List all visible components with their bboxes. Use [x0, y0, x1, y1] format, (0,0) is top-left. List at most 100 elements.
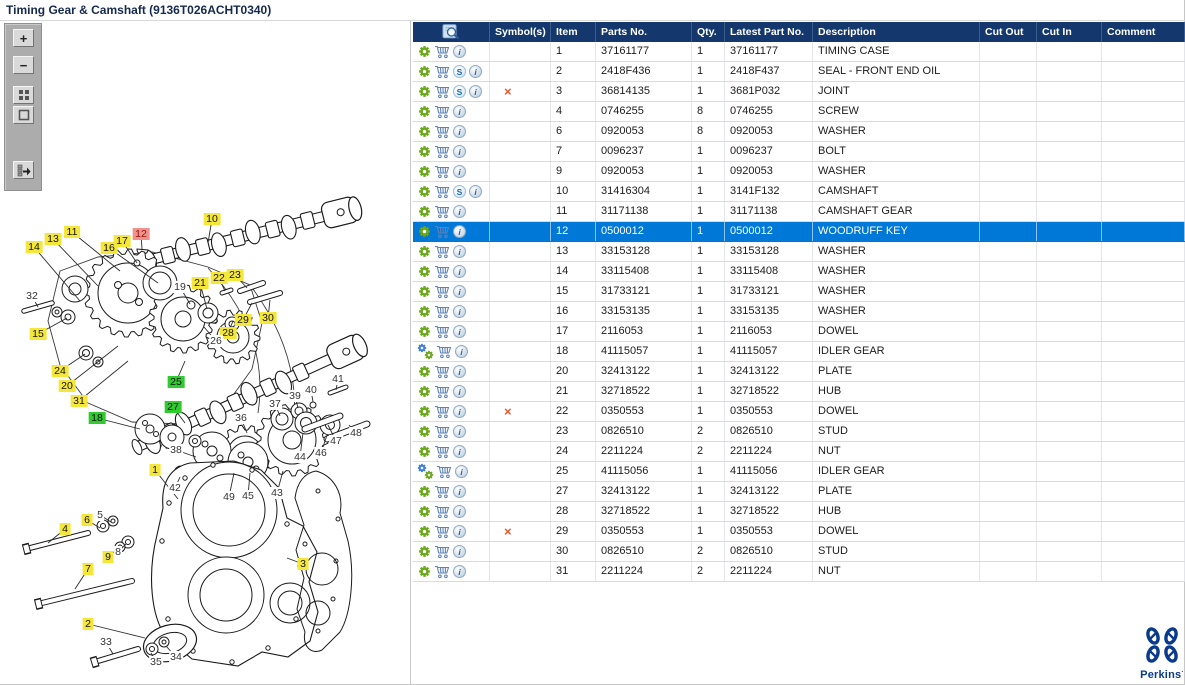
cart-icon[interactable] [434, 205, 450, 219]
table-row-item-9[interactable]: i 9 0920053 1 0920053 WASHER [413, 162, 1185, 182]
gear-icon[interactable] [418, 145, 431, 158]
table-row-item-27[interactable]: i 27 32413122 1 32413122 PLATE [413, 482, 1185, 502]
cart-icon[interactable] [434, 385, 450, 399]
cart-icon[interactable] [434, 285, 450, 299]
s-link-icon[interactable]: S [453, 85, 466, 98]
cart-icon[interactable] [434, 485, 450, 499]
gear-icon[interactable] [418, 525, 431, 538]
part-label-20[interactable]: 20 [58, 380, 76, 392]
info-icon[interactable]: i [453, 425, 466, 438]
cart-icon[interactable] [434, 365, 450, 379]
table-row-item-11[interactable]: i 11 31171138 1 31171138 CAMSHAFT GEAR [413, 202, 1185, 222]
gear-icon[interactable] [418, 325, 431, 338]
cart-icon[interactable] [434, 405, 450, 419]
gear-icon[interactable] [418, 265, 431, 278]
zoom-in-button[interactable]: + [13, 29, 34, 47]
part-label-17[interactable]: 17 [113, 235, 131, 247]
toggle-list-panel-button[interactable] [13, 161, 34, 179]
cart-icon[interactable] [434, 85, 450, 99]
table-row-item-28[interactable]: i 28 32718522 1 32718522 HUB [413, 502, 1185, 522]
part-label-6[interactable]: 6 [81, 514, 93, 526]
info-icon[interactable]: i [453, 285, 466, 298]
gear-icon[interactable] [418, 125, 431, 138]
gear-icon[interactable] [418, 305, 431, 318]
part-label-1[interactable]: 1 [149, 464, 161, 476]
info-icon[interactable]: i [453, 325, 466, 338]
gear-icon[interactable] [418, 245, 431, 258]
part-label-13[interactable]: 13 [44, 233, 62, 245]
info-icon[interactable]: i [453, 365, 466, 378]
info-icon[interactable]: i [453, 485, 466, 498]
part-label-9[interactable]: 9 [102, 551, 114, 563]
s-link-icon[interactable]: S [453, 185, 466, 198]
part-label-18[interactable]: 18 [88, 412, 106, 424]
info-icon[interactable]: i [453, 265, 466, 278]
gear-icon[interactable] [418, 165, 431, 178]
part-label-14[interactable]: 14 [25, 241, 43, 253]
s-link-icon[interactable]: S [453, 65, 466, 78]
gear-assembly-icon[interactable] [417, 463, 434, 480]
gear-icon[interactable] [418, 385, 431, 398]
cart-icon[interactable] [434, 165, 450, 179]
part-label-22[interactable]: 22 [210, 272, 228, 284]
table-row-item-1[interactable]: i 1 37161177 1 37161177 TIMING CASE [413, 42, 1185, 62]
table-row-item-22[interactable]: i × 22 0350553 1 0350553 DOWEL [413, 402, 1185, 422]
info-icon[interactable]: i [453, 45, 466, 58]
gear-icon[interactable] [418, 545, 431, 558]
cart-icon[interactable] [434, 525, 450, 539]
table-row-item-23[interactable]: i 23 0826510 2 0826510 STUD [413, 422, 1185, 442]
info-icon[interactable]: i [453, 225, 466, 238]
table-row-item-16[interactable]: i 16 33153135 1 33153135 WASHER [413, 302, 1185, 322]
cart-icon[interactable] [434, 425, 450, 439]
gear-icon[interactable] [418, 485, 431, 498]
cart-icon[interactable] [434, 105, 450, 119]
part-label-2[interactable]: 2 [82, 618, 94, 630]
part-label-21[interactable]: 21 [191, 277, 209, 289]
part-label-11[interactable]: 11 [64, 226, 80, 238]
cart-icon[interactable] [434, 305, 450, 319]
cart-icon[interactable] [434, 185, 450, 199]
part-label-12[interactable]: 12 [132, 228, 150, 240]
info-icon[interactable]: i [455, 345, 468, 358]
info-icon[interactable]: i [469, 185, 482, 198]
part-label-7[interactable]: 7 [82, 563, 94, 575]
info-icon[interactable]: i [469, 85, 482, 98]
table-row-item-6[interactable]: i 6 0920053 8 0920053 WASHER [413, 122, 1185, 142]
cart-icon[interactable] [434, 545, 450, 559]
single-view-button[interactable] [13, 106, 34, 124]
info-icon[interactable]: i [453, 145, 466, 158]
cart-icon[interactable] [434, 565, 450, 579]
gear-icon[interactable] [418, 225, 431, 238]
gear-icon[interactable] [418, 445, 431, 458]
part-label-24[interactable]: 24 [51, 365, 69, 377]
info-icon[interactable]: i [453, 245, 466, 258]
part-label-10[interactable]: 10 [203, 213, 221, 225]
cart-icon[interactable] [434, 505, 450, 519]
table-row-item-25[interactable]: i 25 41115056 1 41115056 IDLER GEAR [413, 462, 1185, 482]
table-row-item-21[interactable]: i 21 32718522 1 32718522 HUB [413, 382, 1185, 402]
zoom-out-button[interactable]: − [13, 56, 34, 74]
gear-icon[interactable] [418, 185, 431, 198]
table-row-item-20[interactable]: i 20 32413122 1 32413122 PLATE [413, 362, 1185, 382]
gear-icon[interactable] [418, 65, 431, 78]
info-icon[interactable]: i [453, 105, 466, 118]
part-label-15[interactable]: 15 [29, 328, 47, 340]
part-label-25[interactable]: 25 [167, 376, 185, 388]
gear-icon[interactable] [418, 505, 431, 518]
table-row-item-17[interactable]: i 17 2116053 1 2116053 DOWEL [413, 322, 1185, 342]
table-row-item-14[interactable]: i 14 33115408 1 33115408 WASHER [413, 262, 1185, 282]
gear-icon[interactable] [418, 405, 431, 418]
info-icon[interactable]: i [453, 385, 466, 398]
cart-icon[interactable] [434, 125, 450, 139]
table-row-item-31[interactable]: i 31 2211224 2 2211224 NUT [413, 562, 1185, 582]
table-row-item-24[interactable]: i 24 2211224 2 2211224 NUT [413, 442, 1185, 462]
table-row-item-18[interactable]: i 18 41115057 1 41115057 IDLER GEAR [413, 342, 1185, 362]
part-label-30[interactable]: 30 [259, 312, 277, 324]
part-label-27[interactable]: 27 [164, 401, 182, 413]
table-row-item-7[interactable]: i 7 0096237 1 0096237 BOLT [413, 142, 1185, 162]
cart-icon[interactable] [434, 265, 450, 279]
gear-assembly-icon[interactable] [417, 343, 434, 360]
